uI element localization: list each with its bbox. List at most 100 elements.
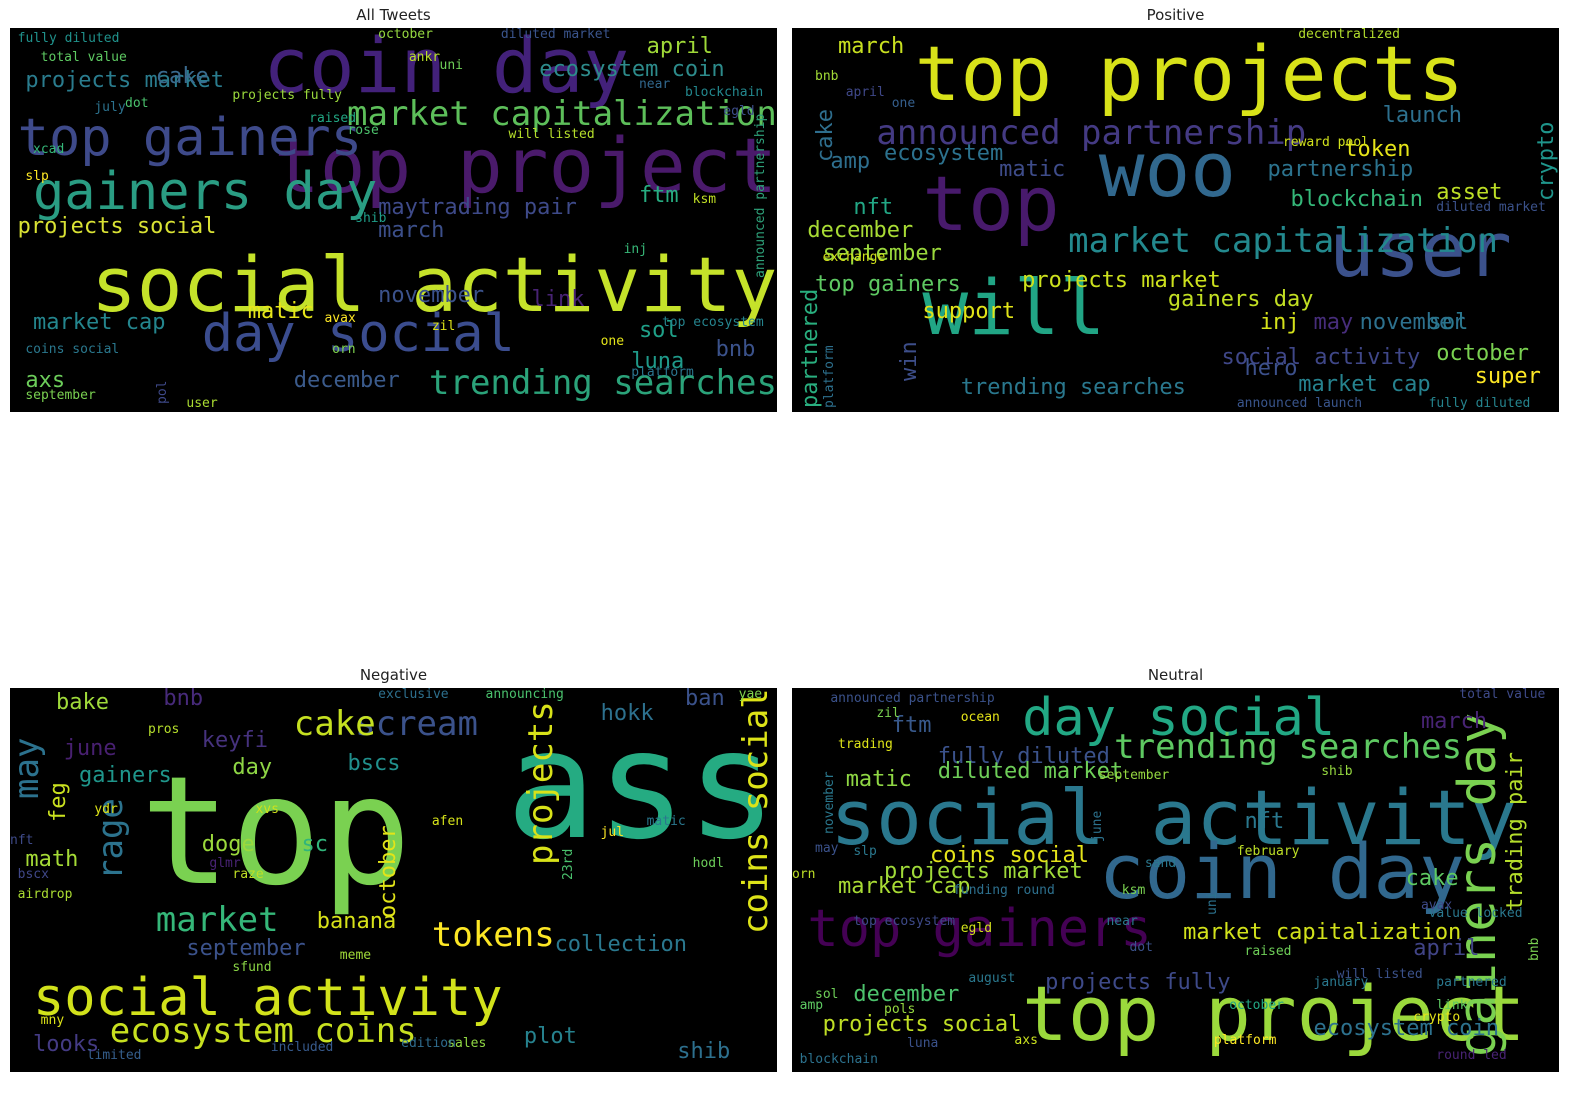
word-cloud-term: included bbox=[270, 1040, 334, 1056]
word-cloud-term: september bbox=[822, 241, 942, 267]
word-cloud-term: zil bbox=[876, 706, 900, 722]
word-cloud-term: sand bbox=[1144, 855, 1177, 871]
word-cloud-term: november bbox=[821, 771, 837, 834]
word-cloud-term: ftm bbox=[638, 183, 679, 209]
word-cloud-term: decentralized bbox=[1298, 28, 1400, 42]
word-cloud-term: asset bbox=[1436, 179, 1503, 205]
word-cloud-term: april bbox=[646, 33, 713, 59]
word-cloud-term: tokens bbox=[431, 915, 555, 956]
word-cloud-term: xvs bbox=[255, 802, 279, 818]
word-cloud-term: amp bbox=[830, 148, 871, 174]
word-cloud-term: one bbox=[891, 96, 916, 112]
word-cloud-term: meme bbox=[339, 948, 372, 964]
word-cloud-term: luna bbox=[631, 348, 685, 374]
word-cloud-term: bscx bbox=[17, 867, 49, 883]
word-cloud-term: plot bbox=[523, 1023, 577, 1049]
word-cloud-term: ydr bbox=[94, 802, 118, 818]
word-cloud-term: trading bbox=[838, 736, 893, 752]
word-cloud-term: march bbox=[378, 218, 445, 243]
word-cloud-term: raised bbox=[1244, 944, 1292, 960]
word-cloud-term: october bbox=[378, 28, 433, 42]
word-cloud-term: sol bbox=[1428, 310, 1469, 336]
word-cloud-term: bnb bbox=[1527, 937, 1543, 961]
word-cloud-term: june bbox=[63, 735, 117, 761]
word-cloud-term: round led bbox=[1436, 1047, 1507, 1063]
word-cloud-term: fully diluted bbox=[17, 30, 120, 46]
word-cloud-term: top bbox=[922, 159, 1060, 249]
word-cloud-term: september bbox=[1098, 767, 1170, 783]
word-cloud-term: october bbox=[376, 825, 402, 919]
word-cloud-term: crypto bbox=[1413, 1009, 1461, 1025]
word-cloud-term: link bbox=[531, 287, 585, 313]
word-cloud-term: glmr bbox=[209, 855, 241, 871]
word-cloud-term: blockchain bbox=[799, 1051, 878, 1067]
word-cloud-term: ksm bbox=[1121, 882, 1146, 898]
wordcloud-panel-negative: Negative top ass social activity ecosystem … bbox=[10, 666, 777, 1072]
word-cloud-term: coins social bbox=[25, 341, 120, 357]
word-cloud-term: coins social bbox=[735, 688, 776, 934]
word-cloud-term: luna bbox=[907, 1036, 939, 1052]
wordcloud-canvas: top projects will user top woo market capital… bbox=[792, 28, 1559, 412]
word-cloud-term: one bbox=[600, 334, 625, 350]
word-cloud-term: projects fully bbox=[232, 88, 342, 104]
word-cloud-term: announced launch bbox=[1236, 395, 1363, 411]
word-cloud-term: ecosystem coins bbox=[109, 1011, 417, 1052]
word-cloud-term: sfund bbox=[232, 959, 272, 975]
word-cloud-term: gainers day bbox=[33, 162, 378, 223]
word-cloud-term: projects market bbox=[884, 858, 1083, 884]
word-cloud-term: july bbox=[94, 99, 126, 115]
word-cloud-term: pols bbox=[884, 1001, 916, 1017]
word-cloud-term: sales bbox=[447, 1036, 487, 1052]
word-cloud-term: axs bbox=[1014, 1032, 1038, 1048]
word-cloud-term: value locked bbox=[1428, 905, 1523, 921]
word-cloud-term: fully diluted bbox=[1428, 395, 1531, 411]
word-cloud-term: trending searches bbox=[960, 375, 1186, 401]
word-cloud-term: matic bbox=[845, 766, 912, 792]
word-cloud-term: partnered bbox=[1436, 975, 1507, 990]
word-cloud-term: link bbox=[1436, 998, 1468, 1014]
word-cloud-term: avax bbox=[324, 311, 356, 327]
word-cloud-term: near bbox=[638, 76, 671, 92]
word-cloud-term: blockchain bbox=[1290, 187, 1423, 213]
word-cloud-term: march bbox=[1420, 709, 1488, 735]
wordcloud-panel-positive: Positive top projects will user top woo marke… bbox=[792, 6, 1559, 412]
word-cloud-term: zil bbox=[431, 318, 456, 334]
word-cloud-term: trending searches bbox=[1114, 727, 1463, 768]
word-cloud-term: market cap bbox=[1298, 371, 1431, 397]
word-cloud-term: market bbox=[155, 900, 279, 941]
word-cloud-term: platform bbox=[631, 364, 694, 380]
word-cloud-term: top gainers bbox=[815, 271, 961, 297]
word-cloud-term: dot bbox=[1129, 940, 1153, 956]
word-cloud-term: will listed bbox=[1336, 967, 1423, 983]
word-cloud-term: social activity bbox=[33, 968, 503, 1029]
word-cloud-term: xcad bbox=[33, 142, 65, 158]
word-cloud-term: december bbox=[293, 367, 400, 393]
word-cloud-term: orn bbox=[332, 341, 356, 357]
word-cloud-term: announced partnership bbox=[876, 113, 1307, 154]
word-cloud-term: dot bbox=[125, 96, 149, 112]
word-cloud-term: super bbox=[1474, 363, 1541, 389]
panel-title: All Tweets bbox=[356, 6, 431, 24]
wordcloud-panel-all-tweets: All Tweets social activity top project coi… bbox=[10, 6, 777, 412]
word-cloud-term: cake bbox=[813, 109, 838, 163]
word-cloud-term: total value bbox=[1459, 688, 1546, 702]
wordcloud-canvas: social activity top project coin day day so… bbox=[792, 688, 1559, 1072]
word-cloud-term: august bbox=[968, 971, 1016, 987]
wordcloud-panel-neutral: Neutral social activity top project coin d… bbox=[792, 666, 1559, 1072]
word-cloud-term: crypto bbox=[1533, 121, 1559, 201]
word-cloud-term: collection bbox=[554, 931, 688, 957]
word-cloud-term: mny bbox=[40, 1013, 65, 1029]
word-cloud-term: market capitalization bbox=[1183, 920, 1462, 946]
word-cloud-term: ban bbox=[684, 688, 725, 711]
word-cloud-term: avax bbox=[1420, 898, 1453, 914]
word-cloud-term: april bbox=[845, 84, 885, 100]
word-cloud-term: bake bbox=[56, 689, 109, 715]
word-cloud-term: ksm bbox=[692, 192, 717, 208]
word-cloud-term: market capitalization bbox=[347, 94, 777, 135]
word-cloud-term: nft bbox=[1244, 808, 1285, 834]
word-cloud-term: april bbox=[1413, 935, 1480, 961]
word-cloud-term: uni bbox=[439, 57, 463, 73]
word-cloud-term: sc bbox=[301, 831, 328, 857]
word-cloud-term: projects market bbox=[1022, 267, 1221, 293]
word-cloud-term: near bbox=[1106, 913, 1138, 929]
